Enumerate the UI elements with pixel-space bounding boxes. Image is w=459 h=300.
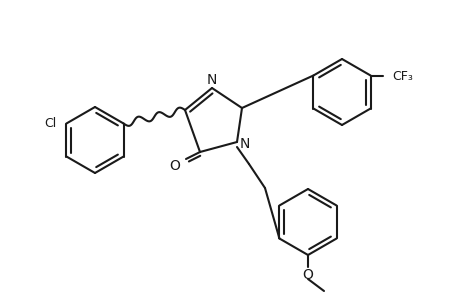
Text: Cl: Cl: [44, 117, 56, 130]
Text: N: N: [239, 137, 250, 151]
Text: O: O: [169, 159, 180, 173]
Text: O: O: [302, 268, 313, 282]
Text: CF₃: CF₃: [391, 70, 412, 83]
Text: N: N: [207, 73, 217, 87]
